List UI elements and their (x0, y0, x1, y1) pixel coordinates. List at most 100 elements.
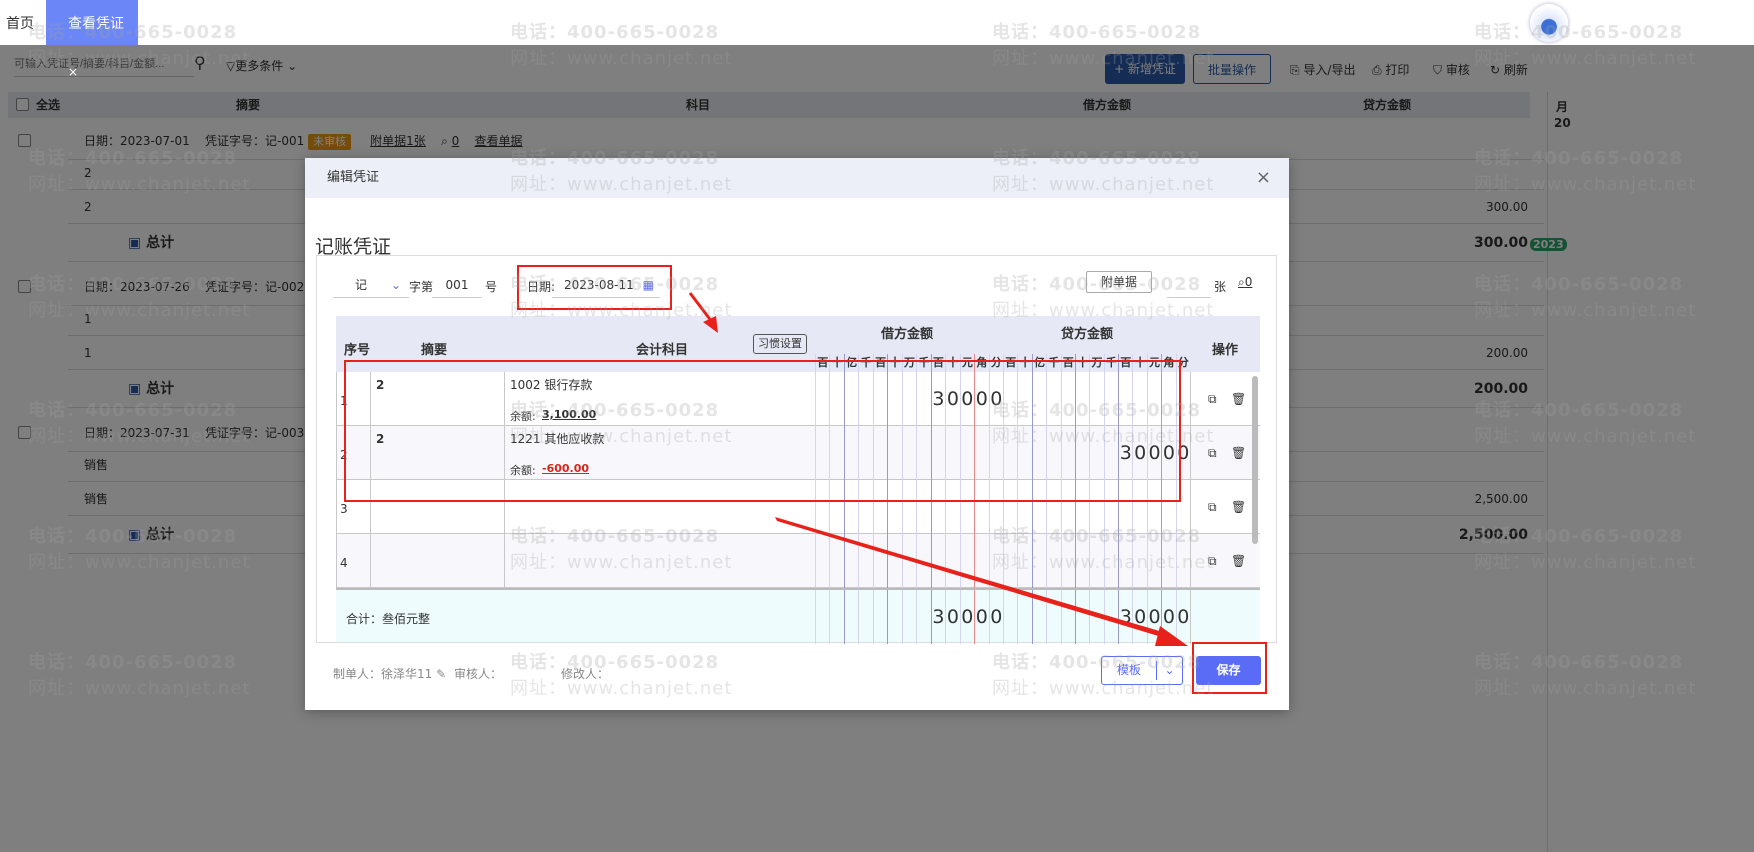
copy-row-icon[interactable]: ⧉ (1208, 554, 1217, 568)
digit-cell (887, 480, 901, 534)
attachment-count-input[interactable] (1167, 272, 1211, 298)
entry-row[interactable]: 1 2 1002 银行存款 余额: 3,100.00 3 0 0 0 0 ⧉ 🗑 (336, 372, 1260, 426)
digit-cell (945, 534, 959, 588)
row-subject-input[interactable]: 1002 银行存款 (510, 378, 593, 392)
digit-cell (872, 590, 887, 644)
digit-cell (858, 426, 872, 480)
digit-cell (930, 534, 945, 588)
digit-cell (887, 426, 901, 480)
close-icon[interactable]: × (1255, 167, 1271, 188)
voucher-title: 记账凭证 (315, 236, 392, 258)
digit-cell: 0 (1161, 426, 1175, 480)
digit-cell (843, 534, 858, 588)
digit-unit: 角 (974, 354, 988, 372)
digit-cell (1103, 590, 1118, 644)
number-suffix: 号 (485, 280, 498, 294)
template-button[interactable]: 模板 ⌄ (1101, 656, 1183, 685)
digit-cell (1132, 480, 1146, 534)
digit-cell (1074, 372, 1089, 426)
digit-cell (1031, 372, 1046, 426)
tab-view-voucher[interactable]: 查看凭证 × (46, 0, 138, 79)
digit-cell (1017, 534, 1031, 588)
digit-cell: 0 (988, 372, 1003, 426)
copy-row-icon[interactable]: ⧉ (1208, 500, 1217, 514)
habit-settings-button[interactable]: 习惯设置 (753, 334, 807, 354)
edit-voucher-dialog: 编辑凭证 × 记账凭证 记 ⌄ 字第 001 号 日期: 2023-08-11 ▦ … (305, 158, 1289, 710)
balance-label: 余额: (510, 410, 536, 423)
digit-cell (988, 534, 1003, 588)
row-subject-input[interactable]: 1221 其他应收款 (510, 432, 605, 446)
delete-row-icon[interactable]: 🗑 (1231, 554, 1247, 568)
entry-row[interactable]: 4 ⧉ 🗑 (336, 534, 1260, 588)
attachment-clip-link[interactable]: ⌕0 (1238, 275, 1253, 289)
copy-row-icon[interactable]: ⧉ (1208, 392, 1217, 406)
column-divider (370, 534, 504, 588)
close-tab-icon[interactable]: × (68, 65, 79, 79)
digit-cell (1003, 372, 1017, 426)
voucher-number-input[interactable]: 001 (432, 272, 482, 298)
column-divider (336, 480, 370, 534)
digit-cell (1046, 590, 1060, 644)
digit-cell: 0 (1161, 590, 1175, 644)
total-label: 合计：叁佰元整 (346, 612, 431, 626)
column-divider (504, 426, 815, 480)
digit-cell: 0 (974, 590, 988, 644)
table-scrollbar[interactable] (1252, 376, 1258, 544)
entry-row[interactable]: 2 2 1221 其他应收款 余额: -600.00 3 0 0 0 0 ⧉ 🗑 (336, 426, 1260, 480)
assistant-robot-icon[interactable] (1530, 4, 1568, 42)
balance-label: 余额: (510, 464, 536, 477)
entry-row[interactable]: 3 ⧉ 🗑 (336, 480, 1260, 534)
word-suffix: 字第 (409, 280, 434, 294)
digit-unit: 角 (1161, 354, 1175, 372)
digit-cell (1146, 372, 1161, 426)
digit-cell (1074, 426, 1089, 480)
digit-cell (887, 590, 901, 644)
date-input[interactable]: 2023-08-11 ▦ (552, 272, 660, 298)
balance-value[interactable]: -600.00 (542, 462, 590, 475)
maker-label: 制单人：徐泽华11 ✎ (333, 667, 447, 681)
digit-cell (858, 534, 872, 588)
digit-cell (1046, 372, 1060, 426)
digit-unit: 十 (1074, 354, 1089, 372)
digit-cell: 0 (945, 372, 959, 426)
digit-cell (1118, 480, 1132, 534)
balance-value[interactable]: 3,100.00 (542, 408, 597, 421)
digit-cell (843, 480, 858, 534)
tab-home[interactable]: 首页 (6, 16, 34, 32)
row-seq: 2 (340, 448, 348, 462)
digit-cell (1046, 480, 1060, 534)
digit-cell: 0 (945, 590, 959, 644)
digit-cell (901, 426, 916, 480)
digit-cell (1175, 534, 1190, 588)
digit-cell (829, 426, 843, 480)
digit-unit: 十 (945, 354, 959, 372)
digit-cell (1146, 480, 1161, 534)
save-button[interactable]: 保存 (1196, 656, 1261, 685)
attachment-button[interactable]: 附单据 (1086, 271, 1152, 293)
delete-row-icon[interactable]: 🗑 (1231, 446, 1247, 460)
row-summary-input[interactable]: 2 (376, 432, 385, 446)
auditor-label: 审核人： (454, 667, 503, 681)
voucher-entry-table: 序号 摘要 会计科目 借方金额 贷方金额 操作 习惯设置百十亿千百十万千百十元角分百十亿千百… (336, 316, 1260, 644)
digit-cell (1046, 534, 1060, 588)
digit-cell (1089, 426, 1103, 480)
digit-unit: 元 (1146, 354, 1161, 372)
digit-cell (901, 534, 916, 588)
copy-row-icon[interactable]: ⧉ (1208, 446, 1217, 460)
table-header: 序号 摘要 会计科目 借方金额 贷方金额 操作 习惯设置百十亿千百十万千百十元角分百十亿千百… (336, 316, 1260, 372)
delete-row-icon[interactable]: 🗑 (1231, 392, 1247, 406)
digit-cell (887, 372, 901, 426)
digit-unit: 百 (1060, 354, 1075, 372)
edit-icon: ✎ (436, 667, 447, 681)
tab-bar: 首页 查看凭证 × (0, 0, 1754, 79)
delete-row-icon[interactable]: 🗑 (1231, 500, 1247, 514)
calendar-icon: ▦ (642, 278, 654, 292)
voucher-word-select[interactable]: 记 ⌄ (333, 272, 409, 298)
digit-cell (974, 480, 988, 534)
row-summary-input[interactable]: 2 (376, 378, 385, 392)
digit-cell: 0 (1175, 590, 1190, 644)
column-divider (504, 372, 815, 426)
digit-cell (945, 426, 959, 480)
digit-cell (945, 480, 959, 534)
digit-cell (1132, 534, 1146, 588)
